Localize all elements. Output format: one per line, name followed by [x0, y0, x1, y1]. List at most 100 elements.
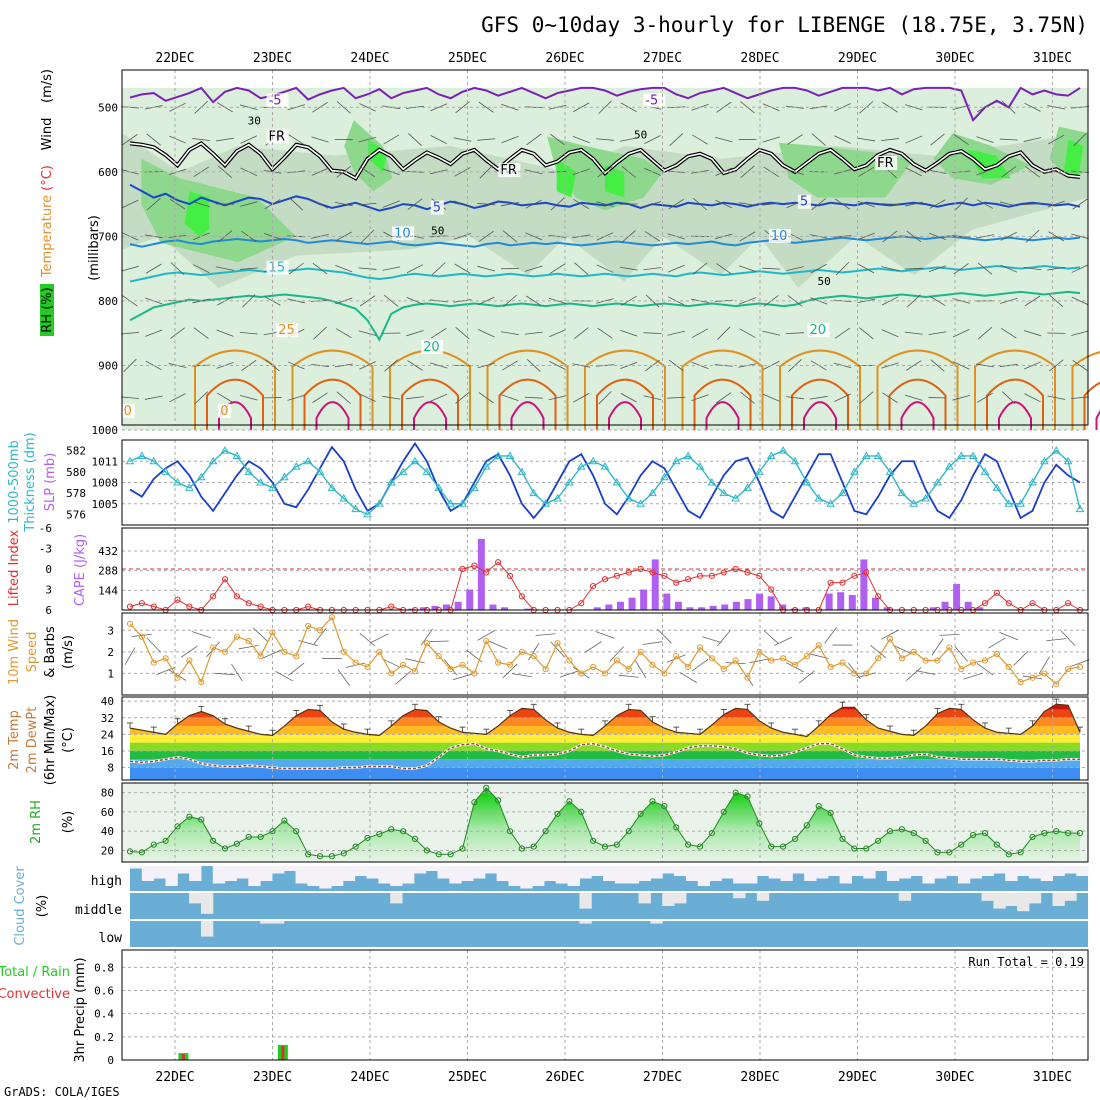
cape-bar	[616, 601, 624, 610]
wind10m-unit-label: (m/s)	[61, 635, 76, 669]
wind-barb	[999, 201, 1018, 207]
wind-barb	[904, 331, 923, 335]
wind-barb	[977, 102, 993, 113]
wind-barb	[1047, 266, 1066, 271]
wind-barb	[1049, 294, 1064, 308]
wind-barb	[477, 202, 496, 206]
wind-barb	[1048, 134, 1065, 145]
rh-contour-area-90	[1063, 139, 1084, 179]
wind-barb	[692, 197, 708, 211]
cloud-layer-middle	[130, 893, 1088, 919]
temp-tick-label: 16	[101, 745, 114, 758]
wind-barb	[358, 330, 377, 336]
top-date-label: 29DEC	[838, 51, 877, 66]
rh-marker	[495, 797, 502, 804]
wind-barb	[170, 262, 185, 276]
wind-barb	[1000, 264, 1018, 273]
wind-barb	[336, 165, 351, 178]
cloud-gap-high	[614, 866, 628, 884]
isotherm-loop-magenta	[900, 401, 935, 430]
lifted-index-tick-label: -6	[39, 522, 52, 535]
cape-bar	[837, 592, 845, 610]
wind-barb	[643, 332, 662, 335]
surface-wind-barb	[528, 642, 540, 661]
cloud-gap-high	[756, 866, 770, 876]
cape-bar	[443, 604, 451, 610]
wind-barb	[407, 360, 423, 371]
bottom-date-label: 25DEC	[448, 1070, 487, 1085]
cloud-gap-high	[496, 866, 509, 881]
wind-barb	[928, 331, 947, 335]
cloud-gap-high	[532, 866, 545, 886]
cloud-gap-middle	[756, 893, 770, 901]
thickness-marker	[660, 472, 669, 481]
rh-marker	[400, 828, 407, 835]
thickness-marker	[529, 488, 539, 497]
wind-barb	[762, 330, 781, 336]
rh-marker	[696, 843, 704, 850]
cape-bar	[709, 605, 717, 610]
contour-label: 0	[124, 404, 132, 419]
isotherm-loop-darkorange	[401, 378, 459, 430]
cloud-gap-high	[697, 866, 711, 886]
wind-barb	[145, 329, 163, 337]
wind-barb	[643, 267, 662, 271]
cape-bar	[848, 594, 856, 610]
wind-barb	[406, 264, 424, 274]
rh-marker	[863, 845, 870, 852]
wind-barb	[406, 330, 424, 337]
isotherm-loop-darkorange	[596, 378, 654, 430]
cloud-gap-high	[638, 866, 651, 881]
rh-marker	[316, 853, 324, 860]
surface-wind-barb	[915, 670, 936, 675]
wind-barb	[905, 394, 923, 401]
surface-wind-barb	[976, 662, 994, 676]
wind-barb	[595, 138, 615, 141]
lifted-index-marker	[649, 569, 656, 576]
wind-barb	[976, 363, 994, 368]
cape-bar	[477, 538, 485, 610]
cloud-gap-middle	[1017, 893, 1030, 912]
surface-wind-barb	[880, 629, 900, 640]
wind-barb	[478, 392, 494, 404]
surface-wind-barb	[502, 663, 518, 679]
wind-barb	[716, 263, 732, 275]
lifted-index-marker	[993, 589, 1000, 597]
contour-label-bg	[643, 93, 666, 108]
wind-barb	[239, 201, 258, 207]
thickness-marker	[232, 451, 242, 459]
lifted-index-marker	[732, 565, 739, 573]
rh-marker	[186, 813, 193, 820]
thickness-marker	[196, 472, 206, 481]
thickness-marker	[838, 488, 847, 497]
rh-marker	[578, 808, 585, 816]
top-date-label: 31DEC	[1033, 51, 1072, 66]
wind-barb	[1023, 203, 1042, 205]
wind-barb	[905, 167, 922, 177]
wind-barb	[882, 392, 898, 403]
rh-marker	[126, 848, 134, 855]
wind-speed-marker	[150, 659, 157, 666]
thickness-marker	[434, 483, 444, 491]
cloud-gap-high	[224, 866, 237, 881]
wind-barb	[453, 137, 472, 142]
cloud-gap-high	[484, 866, 498, 874]
rh-marker	[637, 810, 644, 817]
precip-tick-label: 0.4	[94, 1008, 114, 1021]
lifted-index-tick-label: -3	[39, 543, 52, 556]
upper-air-panel: -5 -5 FR FR FR 5 5 10 10 15 25 20 20 0 0 30 50 50 50 500 600…	[40, 69, 1100, 437]
cloud-gap-high	[449, 866, 462, 884]
lifted-index-marker	[1065, 600, 1072, 607]
wind-barb	[1070, 170, 1090, 174]
wind-speed-marker	[340, 648, 347, 655]
wind-barb	[526, 359, 541, 372]
wind-barb	[477, 138, 496, 141]
rh-marker	[851, 845, 858, 852]
isotherm-loop-magenta	[510, 401, 545, 430]
rh-marker	[281, 817, 288, 824]
wind-barb	[382, 266, 401, 271]
panel-frame	[121, 527, 1089, 611]
cloud-level-label: middle	[75, 903, 122, 918]
cloud-gap-low	[271, 921, 285, 924]
contour-label-bg	[266, 129, 289, 144]
